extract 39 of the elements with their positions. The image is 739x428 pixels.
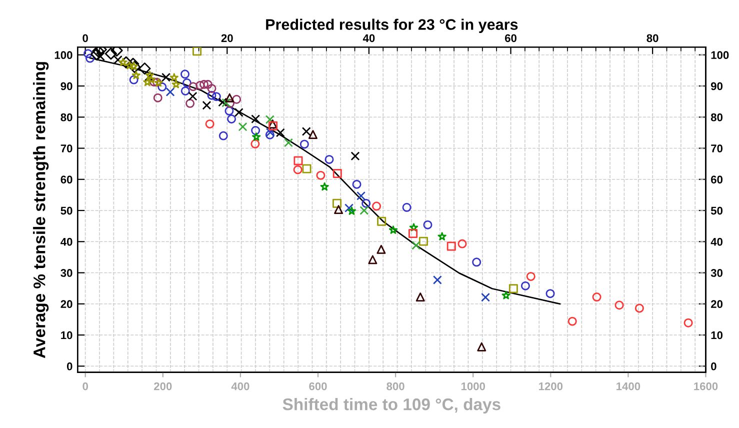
y2-tick-label: 80 — [710, 113, 723, 122]
x-tick-label: 1600 — [694, 382, 718, 390]
y-tick-label: 0 — [66, 362, 72, 370]
x-tick-label: 600 — [309, 382, 327, 390]
y-tick-label: 100 — [54, 51, 72, 59]
y-tick-label: 90 — [60, 82, 72, 90]
x2-tick-label: 60 — [504, 34, 516, 42]
y2-tick-label: 90 — [710, 82, 723, 90]
x2-tick-label: 20 — [221, 34, 233, 42]
y2-tick-label: 60 — [711, 176, 723, 184]
x-tick-label: 1400 — [616, 382, 640, 390]
y-axis-title: Average % tensile strength remaining — [33, 62, 49, 358]
x2-tick-label: 80 — [646, 34, 658, 42]
x-tick-label: 800 — [386, 382, 404, 390]
y-tick-label: 20 — [60, 300, 72, 308]
y-tick-label: 70 — [60, 144, 72, 152]
y-tick-label: 10 — [61, 331, 72, 340]
x2-axis-title: Predicted results for 23 °C in years — [266, 18, 518, 33]
x-tick-label: 200 — [154, 382, 172, 390]
y2-tick-label: 0 — [711, 362, 716, 370]
x-axis-title: Shifted time to 109 °C, days — [282, 398, 500, 414]
x2-tick-label: 40 — [362, 34, 375, 42]
x2-tick-label: 0 — [82, 34, 88, 42]
y2-tick-label: 100 — [711, 51, 729, 59]
x-tick-label: 1000 — [461, 382, 485, 390]
y2-tick-label: 20 — [710, 300, 723, 308]
y-tick-label: 40 — [60, 238, 72, 246]
y2-tick-label: 30 — [710, 269, 723, 277]
y-tick-label: 30 — [60, 269, 72, 277]
y2-tick-label: 50 — [710, 206, 723, 215]
x-tick-label: 0 — [82, 382, 88, 390]
y-tick-label: 60 — [60, 176, 72, 184]
y-tick-label: 50 — [60, 206, 72, 215]
y2-tick-label: 40 — [710, 238, 723, 246]
y2-tick-label: 10 — [711, 331, 723, 340]
y-tick-label: 80 — [60, 113, 72, 122]
x-tick-label: 400 — [231, 382, 250, 390]
y2-tick-label: 70 — [711, 144, 723, 152]
x-tick-label: 1200 — [538, 382, 563, 390]
